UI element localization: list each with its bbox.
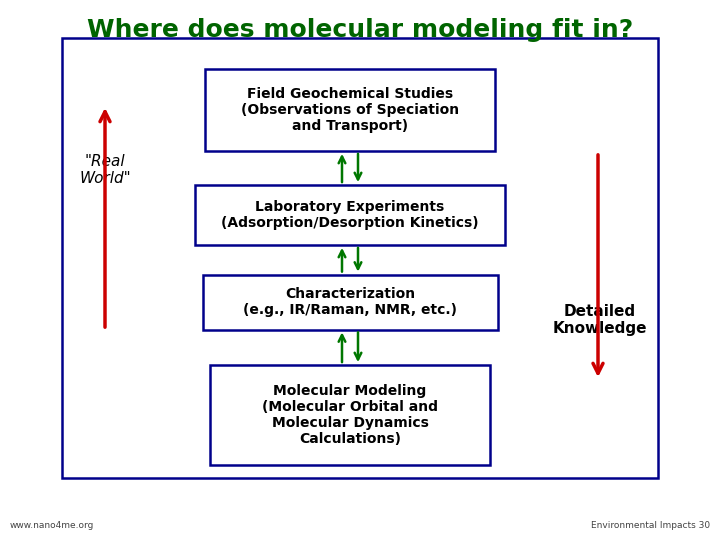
Text: Detailed
Knowledge: Detailed Knowledge <box>553 304 647 336</box>
Bar <box>62 38 658 478</box>
Text: Molecular Modeling
(Molecular Orbital and
Molecular Dynamics
Calculations): Molecular Modeling (Molecular Orbital an… <box>262 384 438 446</box>
Text: Field Geochemical Studies
(Observations of Speciation
and Transport): Field Geochemical Studies (Observations … <box>241 87 459 133</box>
Text: "Real
World": "Real World" <box>79 154 131 186</box>
Bar <box>210 365 490 465</box>
Text: Laboratory Experiments
(Adsorption/Desorption Kinetics): Laboratory Experiments (Adsorption/Desor… <box>221 200 479 230</box>
Text: Environmental Impacts 30: Environmental Impacts 30 <box>591 521 710 530</box>
Bar <box>205 69 495 151</box>
Text: Where does molecular modeling fit in?: Where does molecular modeling fit in? <box>87 18 633 42</box>
Bar <box>195 185 505 245</box>
Text: www.nano4me.org: www.nano4me.org <box>10 521 94 530</box>
Bar <box>202 274 498 329</box>
Text: Characterization
(e.g., IR/Raman, NMR, etc.): Characterization (e.g., IR/Raman, NMR, e… <box>243 287 457 317</box>
